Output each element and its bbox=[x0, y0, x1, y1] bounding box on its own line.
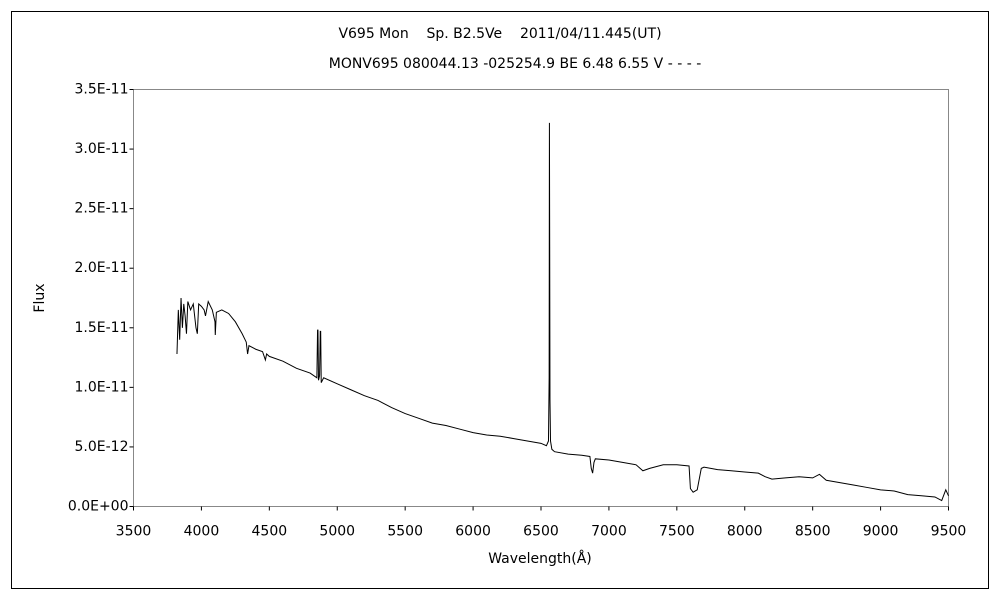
x-tick-label: 8000 bbox=[727, 524, 763, 540]
x-tick-label: 3500 bbox=[116, 524, 152, 540]
y-axis-label: Flux bbox=[32, 283, 48, 312]
x-tick-label: 6500 bbox=[523, 524, 559, 540]
x-tick-label: 5500 bbox=[387, 524, 423, 540]
y-tick-label: 5.0E-12 bbox=[75, 439, 129, 455]
x-tick-label: 4500 bbox=[252, 524, 288, 540]
y-tick-label: 1.0E-11 bbox=[75, 379, 129, 395]
spectrum-line bbox=[176, 122, 949, 502]
x-tick-label: 7500 bbox=[659, 524, 695, 540]
x-tick-label: 8500 bbox=[795, 524, 831, 540]
x-tick-label: 6000 bbox=[455, 524, 491, 540]
y-tick-label: 2.5E-11 bbox=[75, 201, 129, 217]
y-tick-label: 0.0E+00 bbox=[68, 499, 129, 515]
x-axis-label: Wavelength(Å) bbox=[488, 550, 592, 567]
y-tick-label: 2.0E-11 bbox=[75, 260, 129, 276]
chart-title: V695 Mon Sp. B2.5Ve 2011/04/11.445(UT) bbox=[338, 26, 661, 42]
x-tick-label: 5000 bbox=[319, 524, 355, 540]
y-tick-label: 3.5E-11 bbox=[75, 82, 129, 98]
x-tick-label: 7000 bbox=[591, 524, 627, 540]
y-tick-label: 1.5E-11 bbox=[75, 320, 129, 336]
x-tick-label: 9000 bbox=[863, 524, 899, 540]
chart-subtitle: MONV695 080044.13 -025254.9 BE 6.48 6.55… bbox=[329, 56, 702, 72]
x-tick-label: 4000 bbox=[184, 524, 220, 540]
plot-area bbox=[133, 89, 949, 507]
x-tick-label: 9500 bbox=[931, 524, 967, 540]
y-tick-label: 3.0E-11 bbox=[75, 141, 129, 157]
